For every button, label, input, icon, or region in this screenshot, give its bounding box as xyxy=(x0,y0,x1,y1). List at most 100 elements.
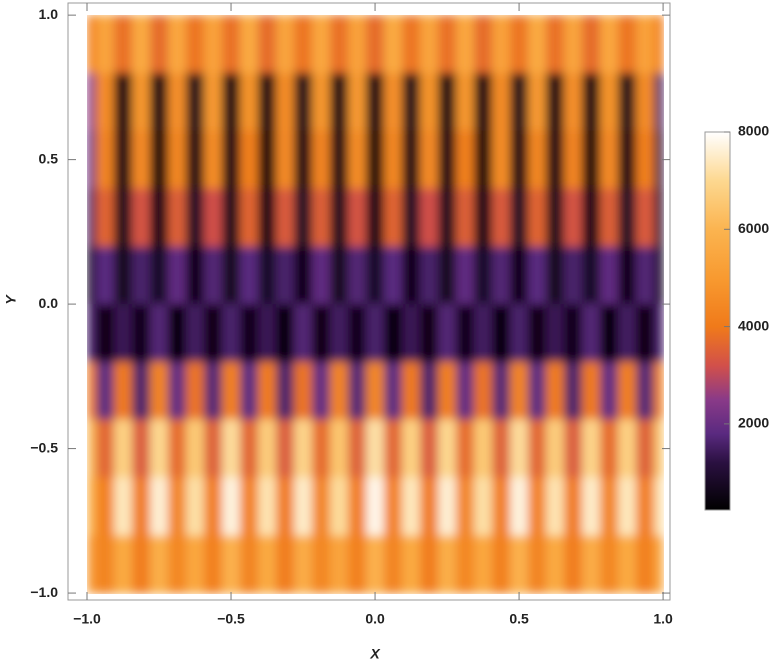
heatmap-cell xyxy=(348,246,367,305)
heatmap-cell xyxy=(96,304,115,363)
heatmap-cell xyxy=(150,477,169,536)
heatmap-cell xyxy=(456,477,475,536)
heatmap-cell xyxy=(600,72,619,132)
heatmap-cell xyxy=(294,477,313,536)
heatmap-cell xyxy=(348,419,367,478)
heatmap-cell xyxy=(366,15,385,74)
y-tick-label: 0.0 xyxy=(39,295,59,311)
heatmap-cell xyxy=(366,535,385,594)
colorbar xyxy=(704,131,731,511)
heatmap-cell xyxy=(474,130,493,190)
heatmap-cell xyxy=(258,130,277,190)
heatmap-cell xyxy=(564,304,583,363)
heatmap-cell xyxy=(312,361,331,421)
heatmap-cell xyxy=(654,361,664,421)
heatmap-cell xyxy=(258,15,277,74)
heatmap-cell xyxy=(222,72,241,132)
heatmap-cell xyxy=(402,15,421,74)
heatmap-cell xyxy=(294,188,313,247)
heatmap-cell xyxy=(348,361,367,421)
heatmap-cell xyxy=(564,361,583,421)
heatmap-cell xyxy=(618,188,637,247)
heatmap-cell xyxy=(420,15,439,74)
heatmap-cell xyxy=(474,535,493,594)
heatmap-cell xyxy=(420,246,439,305)
heatmap-cell xyxy=(114,15,133,74)
heatmap-cell xyxy=(240,130,259,190)
heatmap-cell xyxy=(654,188,664,247)
heatmap-cell xyxy=(96,361,115,421)
heatmap-cell xyxy=(294,535,313,594)
heatmap-cell xyxy=(87,477,97,536)
heatmap-cell xyxy=(150,130,169,190)
heatmap-cell xyxy=(654,419,664,478)
heatmap-cell xyxy=(636,15,655,74)
heatmap-cell xyxy=(168,361,187,421)
heatmap-cell xyxy=(348,188,367,247)
heatmap-cell xyxy=(492,304,511,363)
heatmap-cell xyxy=(636,188,655,247)
y-tick-label: −0.5 xyxy=(30,439,58,455)
heatmap-cell xyxy=(204,477,223,536)
heatmap-cell xyxy=(258,304,277,363)
y-tick-label: 0.5 xyxy=(39,150,59,166)
heatmap-cell xyxy=(330,246,349,305)
heatmap-cell xyxy=(402,304,421,363)
heatmap-cell xyxy=(456,535,475,594)
heatmap-cell xyxy=(222,361,241,421)
heatmap-cell xyxy=(384,72,403,132)
heatmap-cell xyxy=(366,246,385,305)
heatmap-cell xyxy=(87,535,97,594)
heatmap-cell xyxy=(114,130,133,190)
heatmap-cell xyxy=(222,15,241,74)
heatmap-cell xyxy=(420,419,439,478)
heatmap-cell xyxy=(348,15,367,74)
heatmap-cell xyxy=(87,130,97,190)
heatmap-cell xyxy=(294,246,313,305)
heatmap-cell xyxy=(168,304,187,363)
x-tick-label: 0.0 xyxy=(365,611,385,627)
heatmap-cell xyxy=(150,304,169,363)
heatmap-cell xyxy=(438,304,457,363)
heatmap-cell xyxy=(186,130,205,190)
heatmap-cell xyxy=(618,419,637,478)
heatmap-cell xyxy=(168,72,187,132)
heatmap-cell xyxy=(654,130,664,190)
heatmap-cell xyxy=(492,72,511,132)
heatmap-cell xyxy=(582,361,601,421)
colorbar-tick-label: 2000 xyxy=(738,415,769,431)
heatmap-cell xyxy=(564,419,583,478)
heatmap-cell xyxy=(222,188,241,247)
heatmap-cell xyxy=(420,188,439,247)
x-tick-label: −1.0 xyxy=(73,611,101,627)
heatmap-cell xyxy=(114,246,133,305)
heatmap-cell xyxy=(186,477,205,536)
heatmap-cell xyxy=(348,72,367,132)
heatmap-cell xyxy=(222,304,241,363)
heatmap-cell xyxy=(276,15,295,74)
heatmap-cell xyxy=(150,72,169,132)
heatmap-cell xyxy=(492,15,511,74)
heatmap-cell xyxy=(510,188,529,247)
heatmap-cell xyxy=(654,477,664,536)
heatmap-cell xyxy=(186,72,205,132)
heatmap-cell xyxy=(114,361,133,421)
heatmap-cell xyxy=(330,361,349,421)
heatmap-cell xyxy=(510,246,529,305)
heatmap-cell xyxy=(438,535,457,594)
heatmap-cell xyxy=(582,246,601,305)
heatmap-cell xyxy=(258,188,277,247)
heatmap-cell xyxy=(384,188,403,247)
heatmap-cell xyxy=(438,72,457,132)
heatmap-cell xyxy=(618,246,637,305)
heatmap-cell xyxy=(240,304,259,363)
heatmap-cell xyxy=(114,188,133,247)
heatmap-cell xyxy=(600,246,619,305)
heatmap-cell xyxy=(186,188,205,247)
heatmap-cell xyxy=(348,304,367,363)
plot-frame xyxy=(67,2,671,601)
heatmap-cell xyxy=(312,15,331,74)
heatmap-cell xyxy=(438,419,457,478)
heatmap-cell xyxy=(474,188,493,247)
